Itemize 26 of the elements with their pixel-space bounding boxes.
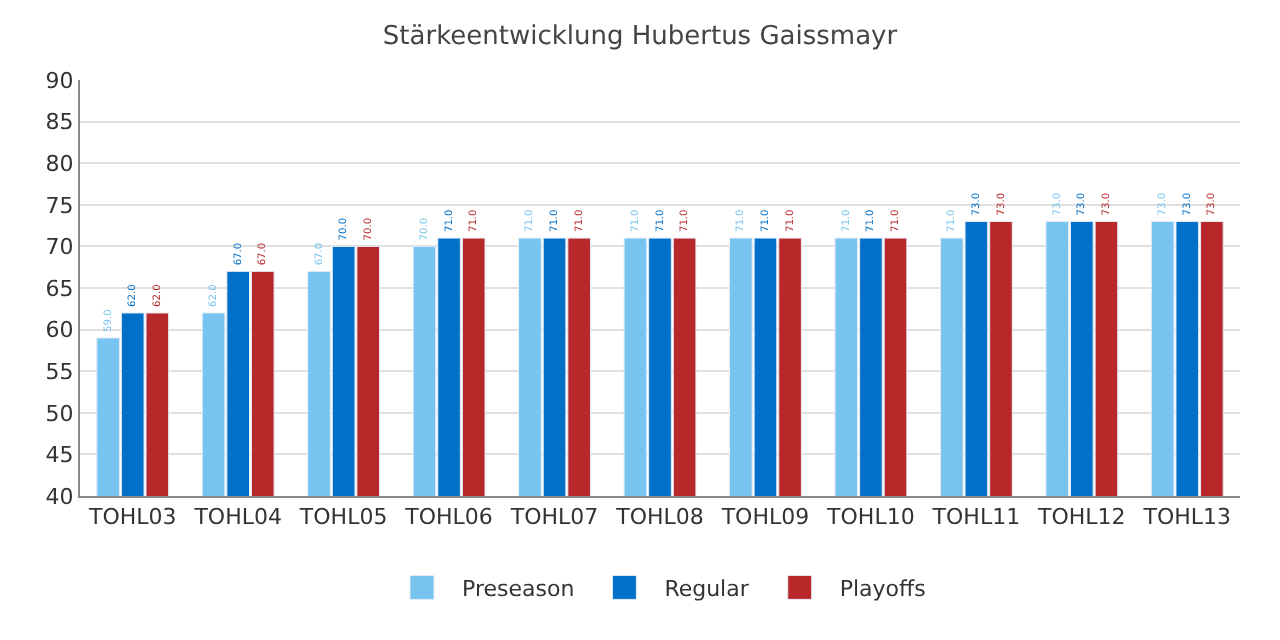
y-tick-label: 40 bbox=[45, 483, 74, 510]
y-tick-label: 85 bbox=[45, 109, 74, 136]
y-tick-label: 55 bbox=[45, 358, 74, 385]
y-tick-label: 50 bbox=[45, 400, 74, 427]
legend-label: Preseason bbox=[462, 575, 575, 602]
y-tick-label: 90 bbox=[45, 67, 74, 94]
y-tick-label: 60 bbox=[45, 317, 74, 344]
x-tick-label: TOHL10 bbox=[825, 504, 915, 531]
y-tick-label: 70 bbox=[45, 234, 74, 261]
x-tick-label: TOHL04 bbox=[192, 504, 282, 531]
x-tick-label: TOHL08 bbox=[614, 504, 704, 531]
y-tick-label: 80 bbox=[45, 150, 74, 177]
x-tick-label: TOHL03 bbox=[86, 504, 177, 531]
chart-title: Stärkeentwicklung Hubertus Gaissmayr bbox=[382, 21, 899, 52]
x-tick-label: TOHL09 bbox=[719, 504, 810, 531]
x-tick-label: TOHL11 bbox=[930, 504, 1021, 531]
x-tick-label: TOHL07 bbox=[508, 504, 599, 531]
y-tick-label: 75 bbox=[45, 192, 74, 219]
x-tick-label: TOHL06 bbox=[403, 504, 493, 531]
legend-label: Regular bbox=[664, 575, 750, 602]
legend-label: Playoffs bbox=[839, 575, 927, 602]
x-tick-label: TOHL12 bbox=[1036, 504, 1126, 531]
y-tick-label: 45 bbox=[45, 442, 74, 469]
x-tick-label: TOHL05 bbox=[297, 504, 388, 531]
x-tick-label: TOHL13 bbox=[1141, 504, 1232, 531]
y-tick-label: 65 bbox=[45, 275, 74, 302]
